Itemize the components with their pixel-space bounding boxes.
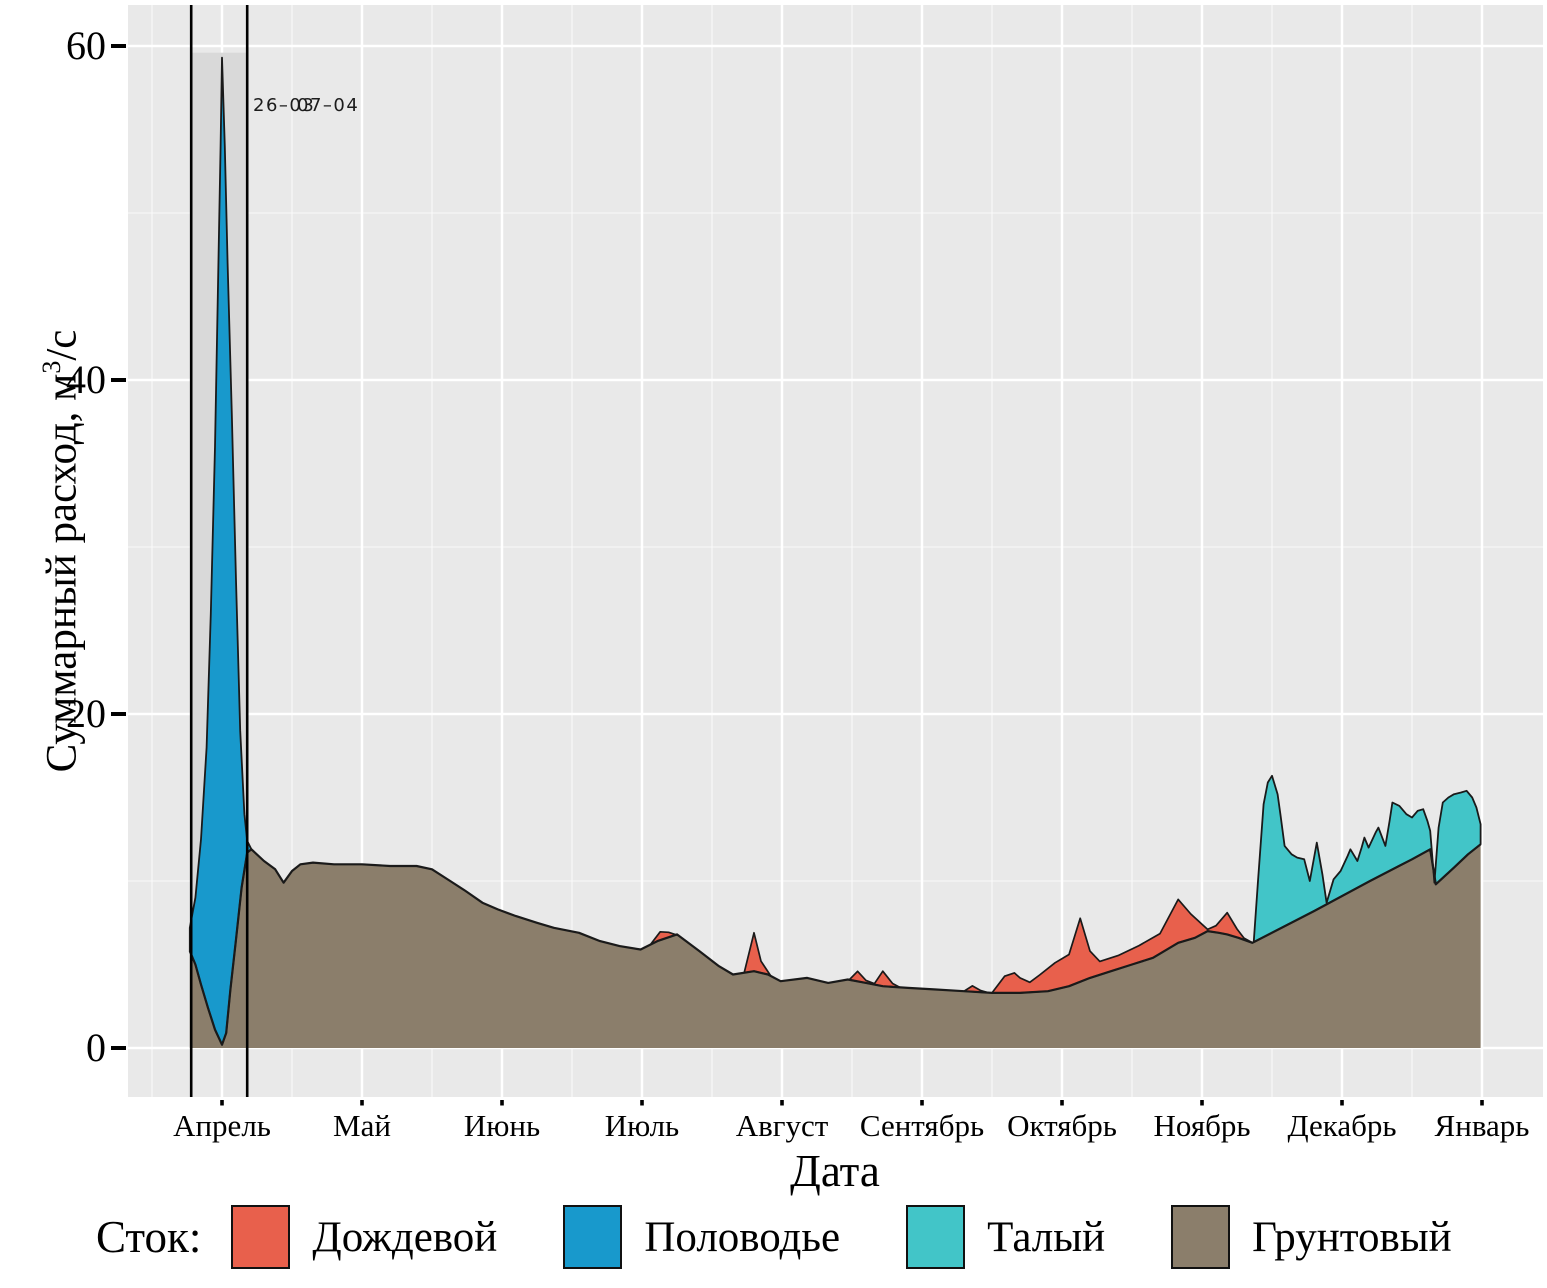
x-tick-label-Июнь: Июнь <box>463 1108 541 1143</box>
x-tick-label-Июль: Июль <box>604 1108 680 1143</box>
x-tick-label-Декабрь: Декабрь <box>1287 1108 1397 1143</box>
x-axis-tick-mark <box>640 1100 644 1106</box>
legend-swatch-ground <box>1171 1205 1231 1269</box>
x-tick-label-Январь: Январь <box>1434 1108 1530 1143</box>
y-axis-tick-mark <box>111 378 126 382</box>
x-tick-label-Август: Август <box>735 1108 829 1143</box>
legend-label-ground: Грунтовый <box>1252 1213 1452 1261</box>
x-tick-label-Апрель: Апрель <box>173 1108 271 1143</box>
x-axis-tick-mark <box>220 1100 224 1106</box>
x-axis-tick-mark <box>360 1100 364 1106</box>
x-tick-label-Октябрь: Октябрь <box>1007 1108 1117 1143</box>
y-tick-label-0: 0 <box>86 1025 106 1070</box>
legend-title: Сток: <box>96 1212 202 1262</box>
legend: Сток: Дождевой Половодье Талый Грунтовый <box>96 1199 1518 1275</box>
y-tick-label-40: 40 <box>66 357 106 402</box>
legend-label-melt: Талый <box>987 1213 1106 1261</box>
y-axis-tick-mark <box>111 712 126 716</box>
x-axis-tick-mark <box>920 1100 924 1106</box>
y-axis-tick-mark <box>111 44 126 48</box>
y-axis-tick-mark <box>111 1046 126 1050</box>
groundwater-area <box>189 844 1481 1048</box>
legend-swatch-melt <box>906 1205 966 1269</box>
legend-label-flood: Половодье <box>644 1213 841 1261</box>
flood-end-date-label: 07–04 <box>297 95 360 116</box>
y-tick-label-60: 60 <box>66 23 106 68</box>
groundwater-top-line <box>188 843 1482 1046</box>
x-axis-tick-mark <box>500 1100 504 1106</box>
y-axis-title-unit: /с <box>38 329 86 361</box>
x-axis-tick-mark <box>1480 1100 1484 1106</box>
x-tick-label-Май: Май <box>333 1108 391 1143</box>
flood-start-date-label: 26–03 <box>253 95 316 116</box>
x-tick-label-Ноябрь: Ноябрь <box>1153 1108 1251 1143</box>
x-axis-tick-mark <box>780 1100 784 1106</box>
x-axis-tick-mark <box>1200 1100 1204 1106</box>
y-tick-label-20: 20 <box>66 691 106 736</box>
x-axis-tick-mark <box>1060 1100 1064 1106</box>
x-axis-tick-mark <box>1340 1100 1344 1106</box>
x-axis-title: Дата <box>790 1146 880 1196</box>
legend-swatch-flood <box>563 1205 623 1269</box>
legend-swatch-rain <box>231 1205 291 1269</box>
x-tick-label-Сентябрь: Сентябрь <box>859 1108 985 1143</box>
legend-label-rain: Дождевой <box>312 1213 498 1261</box>
y-axis-title: Суммарный расход, м3/с <box>27 251 85 851</box>
